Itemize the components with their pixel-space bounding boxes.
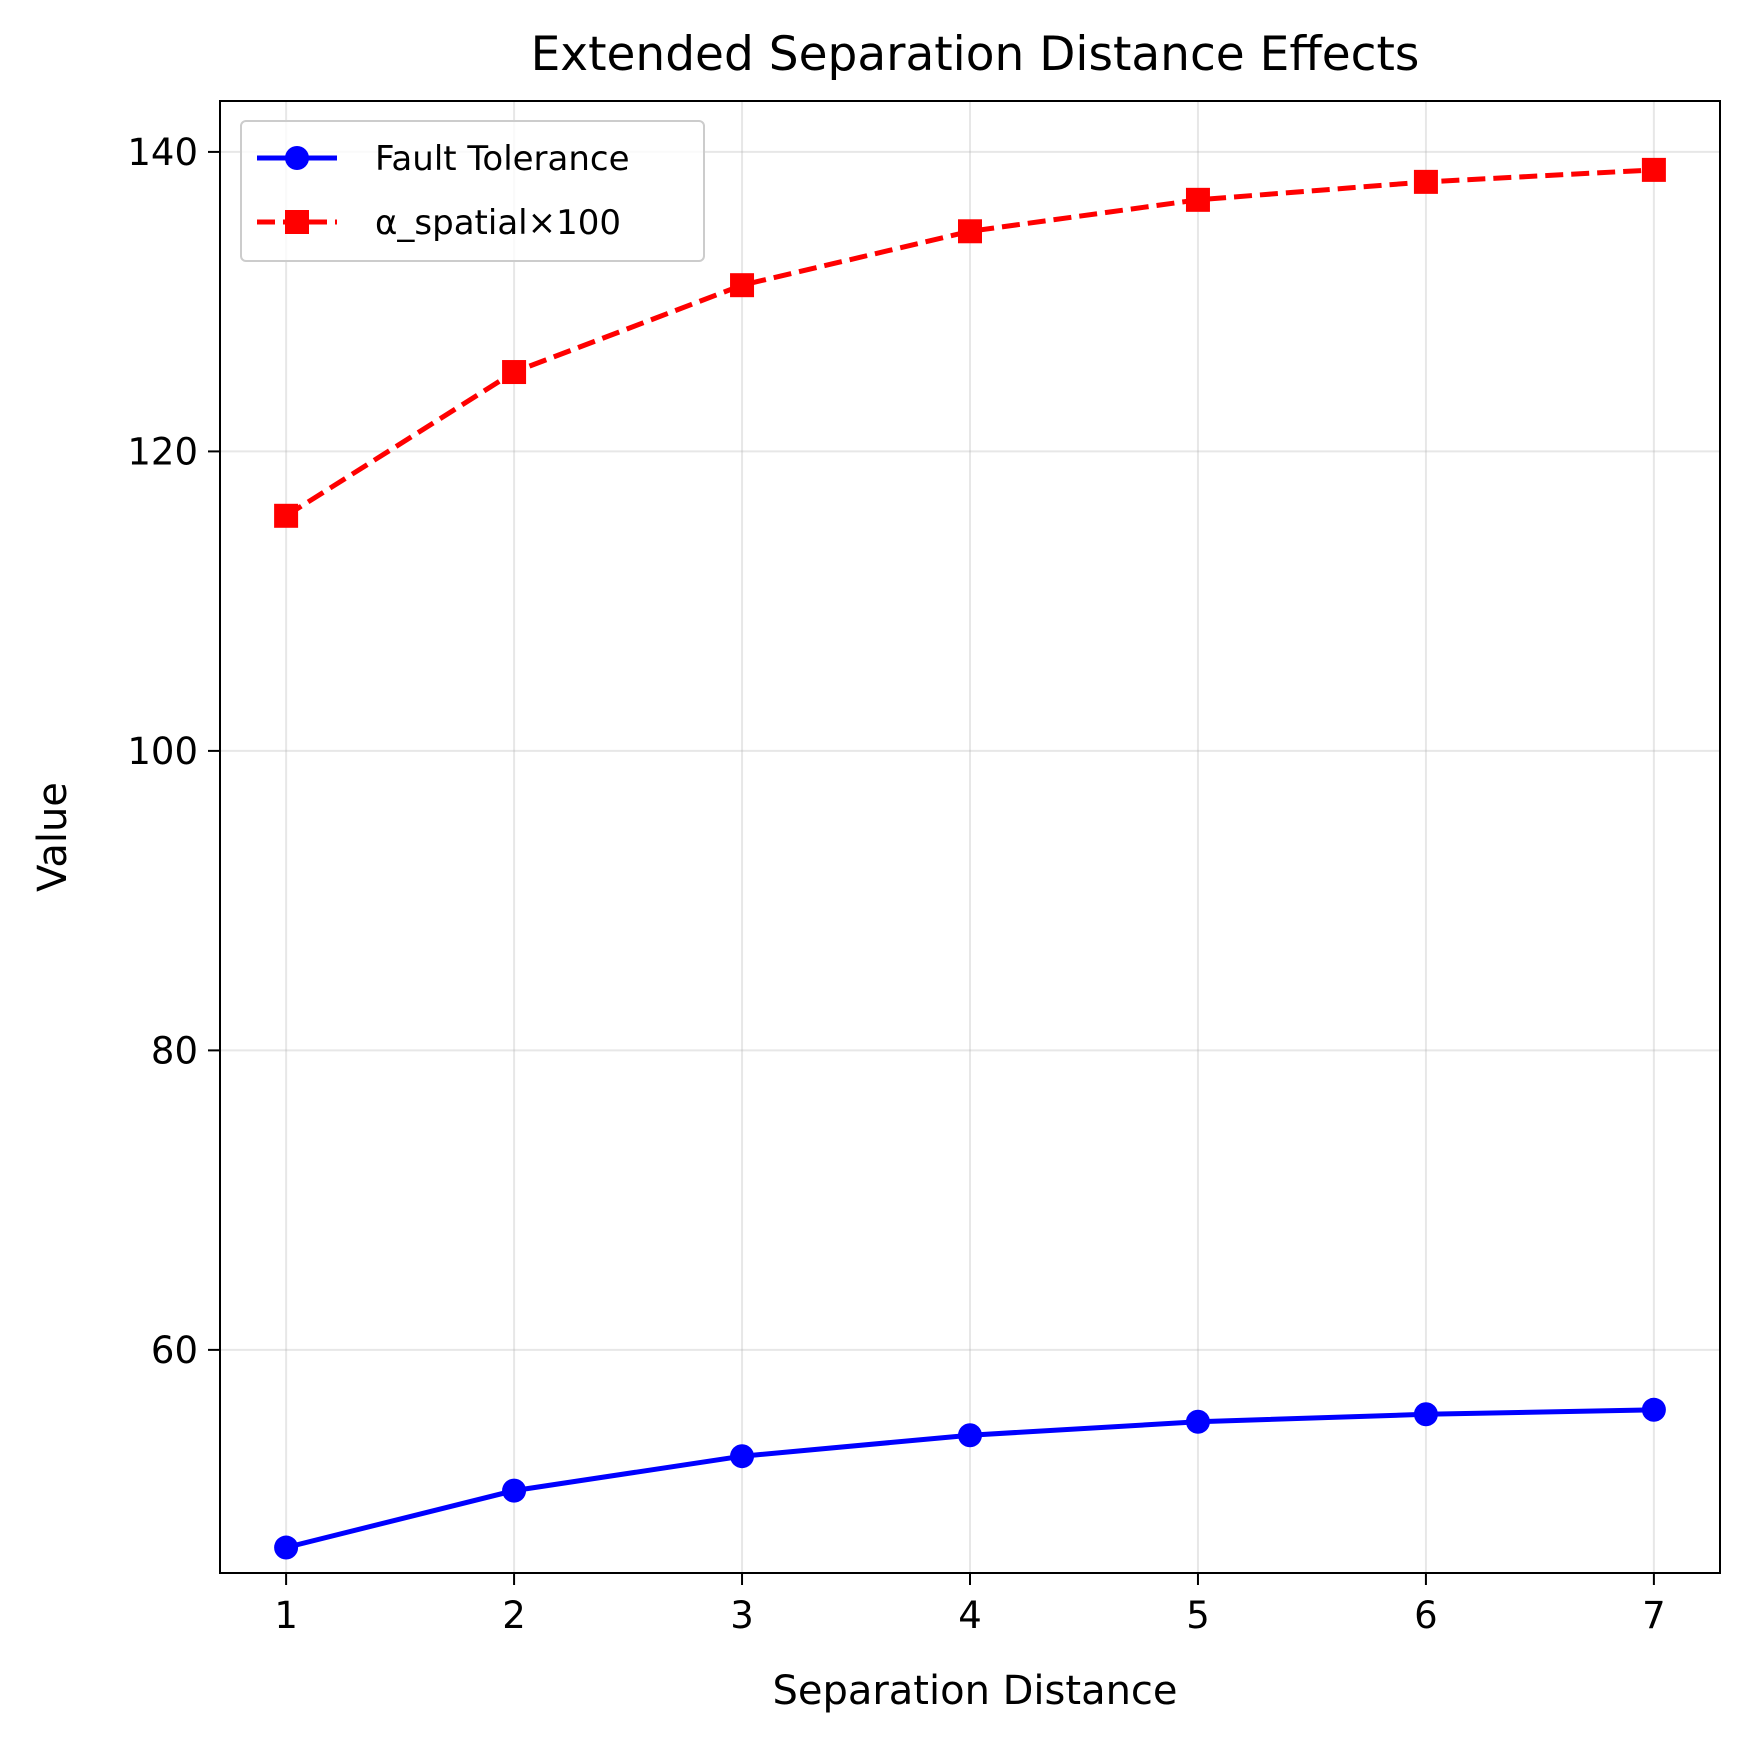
data-point xyxy=(730,1444,755,1469)
series-layer xyxy=(274,157,1666,1560)
data-point xyxy=(1641,157,1666,182)
x-tick-label: 6 xyxy=(1414,1594,1438,1637)
y-tick-label: 100 xyxy=(127,730,198,773)
data-point xyxy=(730,273,755,298)
data-point xyxy=(1185,187,1210,212)
y-axis: 60 80 100 120 140 xyxy=(127,131,220,1372)
data-point xyxy=(1641,1397,1666,1422)
data-point xyxy=(274,503,299,528)
x-axis-label: Separation Distance xyxy=(772,1668,1177,1714)
data-point xyxy=(1185,1409,1210,1434)
legend-item: Fault Tolerance xyxy=(257,139,630,179)
y-tick-label: 120 xyxy=(127,430,198,473)
x-tick-label: 7 xyxy=(1642,1594,1666,1637)
data-point xyxy=(502,1478,527,1503)
data-point xyxy=(502,360,527,385)
x-axis: 1 2 3 4 5 6 7 xyxy=(274,1573,1666,1637)
series-2 xyxy=(274,157,1666,528)
legend-frame xyxy=(240,120,705,262)
y-tick-label: 140 xyxy=(127,131,198,174)
x-tick-label: 4 xyxy=(958,1594,982,1637)
legend-label: Fault Tolerance xyxy=(375,139,630,179)
legend-item: α_spatial×100 xyxy=(257,203,621,243)
y-axis-label: Value xyxy=(30,782,76,892)
legend: Fault Tolerance α_spatial×100 xyxy=(240,120,705,262)
data-point xyxy=(958,1423,982,1448)
data-point xyxy=(958,219,982,244)
data-point xyxy=(1413,1402,1438,1427)
x-tick-label: 2 xyxy=(502,1594,526,1637)
legend-label: α_spatial×100 xyxy=(375,203,621,243)
x-tick-label: 1 xyxy=(274,1594,298,1637)
legend-marker xyxy=(285,146,309,170)
chart-title: Extended Separation Distance Effects xyxy=(531,27,1420,82)
data-point xyxy=(1413,169,1438,194)
y-tick-label: 60 xyxy=(151,1329,198,1372)
x-tick-label: 5 xyxy=(1186,1594,1210,1637)
legend-marker xyxy=(285,210,309,234)
grid xyxy=(220,101,1720,1573)
series-1 xyxy=(274,1397,1666,1560)
x-tick-label: 3 xyxy=(730,1594,754,1637)
data-point xyxy=(274,1535,299,1560)
y-tick-label: 80 xyxy=(151,1029,198,1072)
